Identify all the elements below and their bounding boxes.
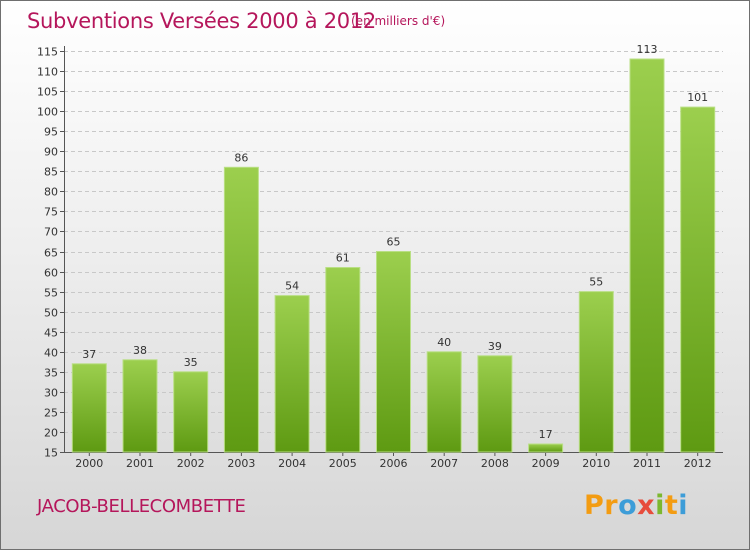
- y-tick-label: 40: [44, 347, 58, 360]
- data-label-2012: 101: [687, 91, 708, 104]
- bar-2012: [680, 106, 716, 453]
- bar-2002: [173, 371, 209, 453]
- y-tick-label: 105: [37, 86, 58, 99]
- x-tick-label-2011: 2011: [633, 457, 661, 470]
- x-tick-label-2004: 2004: [278, 457, 306, 470]
- bar-2007: [426, 351, 462, 453]
- bar-2006: [376, 251, 411, 453]
- y-tick-label: 30: [44, 387, 58, 400]
- y-tick-label: 25: [44, 407, 58, 420]
- y-tick-label: 50: [44, 307, 58, 320]
- bar-2008: [477, 355, 513, 453]
- data-label-2002: 35: [184, 356, 198, 369]
- x-tick-label-2012: 2012: [684, 457, 712, 470]
- bars: [71, 58, 716, 453]
- x-tick-label-2006: 2006: [380, 457, 408, 470]
- bar-2001: [122, 359, 158, 453]
- bar-2005: [325, 267, 361, 453]
- y-tick-label: 60: [44, 267, 58, 280]
- bar-2011: [629, 58, 665, 453]
- y-tick-label: 110: [37, 66, 58, 79]
- x-tick-label-2003: 2003: [227, 457, 255, 470]
- y-tick-label: 15: [44, 447, 58, 460]
- bar-2010: [578, 291, 614, 453]
- proxiti-logo: Proxiti: [584, 490, 689, 521]
- x-tick-label-2005: 2005: [329, 457, 357, 470]
- bar-2009: [528, 443, 564, 453]
- data-label-2008: 39: [488, 340, 502, 353]
- x-tick-label-2008: 2008: [481, 457, 509, 470]
- data-label-2000: 37: [82, 348, 96, 361]
- x-tick-label-2001: 2001: [126, 457, 154, 470]
- y-tick-label: 70: [44, 226, 58, 239]
- x-tick-label-2009: 2009: [532, 457, 560, 470]
- y-tick-label: 80: [44, 186, 58, 199]
- bar-2000: [71, 363, 107, 453]
- y-tick-label: 95: [44, 126, 58, 139]
- y-tick-label: 35: [44, 367, 58, 380]
- commune-name: JACOB-BELLECOMBETTE: [37, 496, 246, 517]
- y-tick-label: 115: [37, 46, 58, 59]
- y-tick-label: 45: [44, 327, 58, 340]
- y-tick-label: 100: [37, 106, 58, 119]
- y-tick-label: 85: [44, 166, 58, 179]
- y-tick-label: 75: [44, 206, 58, 219]
- x-tick-label-2010: 2010: [582, 457, 610, 470]
- data-label-2001: 38: [133, 344, 147, 357]
- data-label-2003: 86: [234, 151, 248, 164]
- y-tick-label: 55: [44, 287, 58, 300]
- x-tick-label-2000: 2000: [75, 457, 103, 470]
- data-label-2005: 61: [336, 252, 350, 265]
- data-label-2006: 65: [387, 236, 401, 249]
- y-tick-label: 20: [44, 427, 58, 440]
- x-tick-label-2002: 2002: [177, 457, 205, 470]
- chart-subtitle: (en milliers d'€): [351, 14, 446, 28]
- chart-title: Subventions Versées 2000 à 2012: [27, 9, 376, 33]
- y-tick-label: 90: [44, 146, 58, 159]
- data-label-2010: 55: [589, 276, 603, 289]
- data-label-2004: 54: [285, 280, 299, 293]
- data-label-2007: 40: [437, 336, 451, 349]
- bar-2003: [223, 166, 259, 453]
- x-tick-label-2007: 2007: [430, 457, 458, 470]
- data-label-2009: 17: [539, 428, 553, 441]
- bar-2004: [274, 295, 310, 453]
- data-label-2011: 113: [637, 43, 658, 56]
- labels: 15 20 25 30 35 40 45 50 55 60 65 70 75 80 85 90 95 100 105…: [37, 43, 712, 470]
- y-tick-label: 65: [44, 247, 58, 260]
